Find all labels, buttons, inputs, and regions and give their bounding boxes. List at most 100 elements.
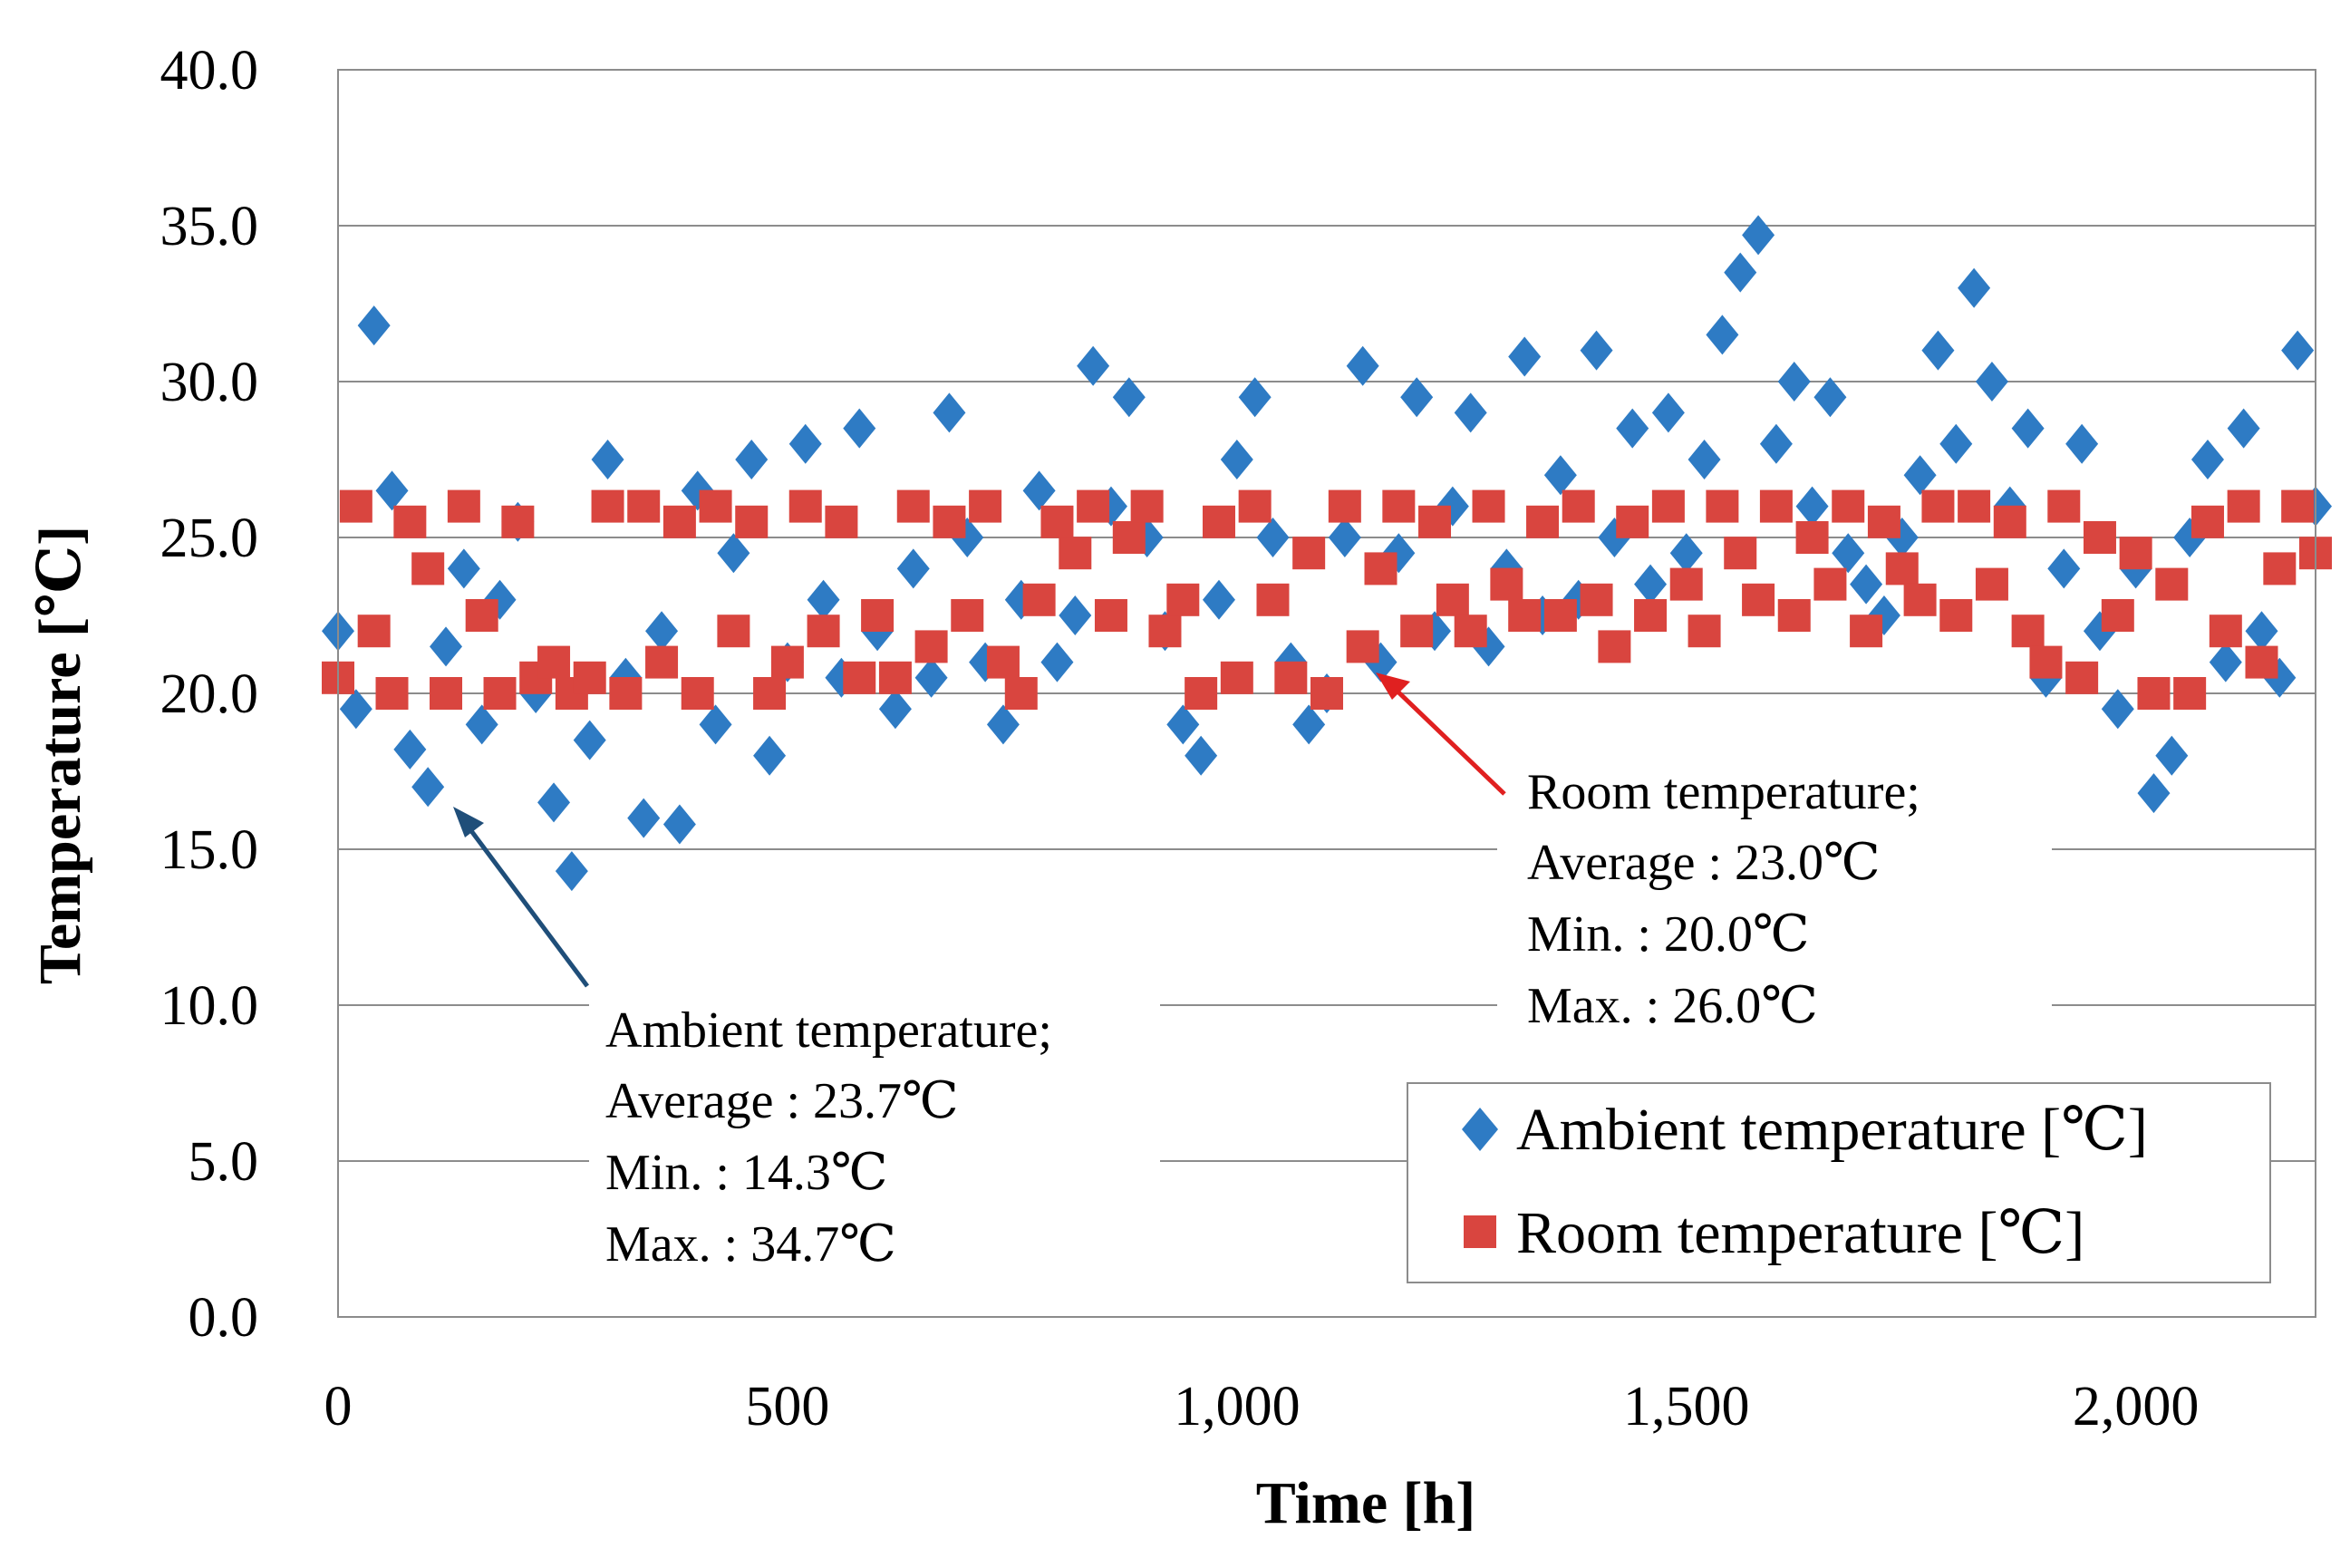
room-point (1346, 630, 1379, 663)
ambient-point (1220, 440, 1253, 479)
room-point (2245, 645, 2278, 679)
ambient-point (2190, 440, 2224, 479)
room-point (825, 505, 858, 538)
room-point (717, 615, 750, 648)
room-point (951, 599, 984, 632)
ambient-anno-title: Ambient temperature; (605, 1002, 1052, 1059)
room-point (681, 677, 714, 710)
room-arrow-head (1376, 673, 1410, 700)
ambient-point (1543, 455, 1577, 496)
room-point (1832, 489, 1865, 523)
room-point (1580, 583, 1613, 616)
room-point (1364, 552, 1397, 586)
room-point (896, 489, 930, 523)
room-point (1543, 599, 1577, 632)
ambient-point (735, 440, 769, 479)
room-point (465, 599, 498, 632)
room-point (699, 489, 732, 523)
room-point (2209, 615, 2242, 648)
ambient-point (1077, 345, 1110, 386)
ambient-point (896, 548, 930, 589)
ambient-point (1328, 518, 1361, 557)
legend-room-marker (1464, 1215, 1496, 1248)
room-point (1939, 599, 1973, 632)
ambient-arrow-head (453, 807, 484, 837)
room-point (1328, 489, 1361, 523)
ambient-annotation-box (589, 983, 1160, 1292)
room-point (1077, 489, 1110, 523)
room-point (1490, 567, 1523, 601)
ambient-point (1454, 392, 1487, 433)
ambient-point (699, 704, 732, 745)
room-point (1166, 583, 1200, 616)
ambient-point (1059, 595, 1092, 635)
ambient-point (1616, 408, 1649, 449)
room-point (1292, 537, 1326, 570)
room-point (1777, 599, 1811, 632)
room-point (1238, 489, 1272, 523)
ambient-point (1580, 330, 1613, 371)
room-point (1885, 552, 1919, 586)
ambient-point (645, 611, 679, 652)
room-point (2137, 677, 2171, 710)
room-point (591, 489, 624, 523)
x-tick-label: 0 (324, 1376, 353, 1437)
ambient-point (1903, 455, 1937, 496)
ambient-point (1185, 735, 1218, 776)
room-point (1508, 599, 1542, 632)
room-point (1418, 505, 1452, 538)
room-point (2083, 521, 2116, 554)
room-point (411, 552, 445, 586)
room-point (1867, 505, 1900, 538)
ambient-point (2065, 423, 2099, 464)
room-point (1634, 599, 1668, 632)
room-point (573, 661, 606, 694)
room-arrow-line (1389, 683, 1506, 796)
room-point (393, 505, 427, 538)
ambient-point (1688, 440, 1721, 479)
room-point (357, 615, 391, 648)
ambient-point (2101, 689, 2134, 730)
ambient-point (1651, 392, 1685, 433)
ambient-point (1759, 423, 1793, 464)
room-point (914, 630, 948, 663)
room-point (735, 505, 769, 538)
room-anno-average: Average : 23.0℃ (1527, 835, 1881, 891)
room-point (1454, 615, 1487, 648)
room-point (1706, 489, 1739, 523)
room-point (1651, 489, 1685, 523)
y-tick-labels: 0.0 5.0 10.0 15.0 20.0 25.0 30.0 35.0 40.0 (160, 40, 259, 1349)
room-point (645, 645, 679, 679)
room-point (788, 489, 822, 523)
room-point (1669, 567, 1703, 601)
room-point (1975, 567, 2008, 601)
ambient-point (357, 305, 391, 346)
room-point (430, 677, 463, 710)
room-point (1202, 505, 1235, 538)
ambient-point (339, 689, 372, 730)
ambient-point (447, 548, 480, 589)
ambient-point (843, 408, 876, 449)
room-point (1022, 583, 1056, 616)
room-point (2029, 645, 2063, 679)
ambient-point (1777, 362, 1811, 402)
ambient-point (2281, 330, 2315, 371)
ambient-point (1724, 252, 1757, 293)
room-point (2263, 552, 2297, 586)
ambient-point (627, 798, 661, 838)
room-point (843, 661, 876, 694)
ambient-point (788, 423, 822, 464)
ambient-point (1400, 377, 1434, 418)
room-annotation-box (1497, 748, 2052, 1047)
ambient-point (1022, 470, 1056, 511)
room-point (1688, 615, 1721, 648)
room-point (662, 505, 696, 538)
room-point (1526, 505, 1560, 538)
ambient-point (933, 392, 966, 433)
room-point (1813, 567, 1847, 601)
room-point (1185, 677, 1218, 710)
x-axis-title: Time [h] (1256, 1470, 1476, 1536)
room-point (1472, 489, 1505, 523)
ambient-point (1939, 423, 1973, 464)
room-point (1004, 677, 1038, 710)
